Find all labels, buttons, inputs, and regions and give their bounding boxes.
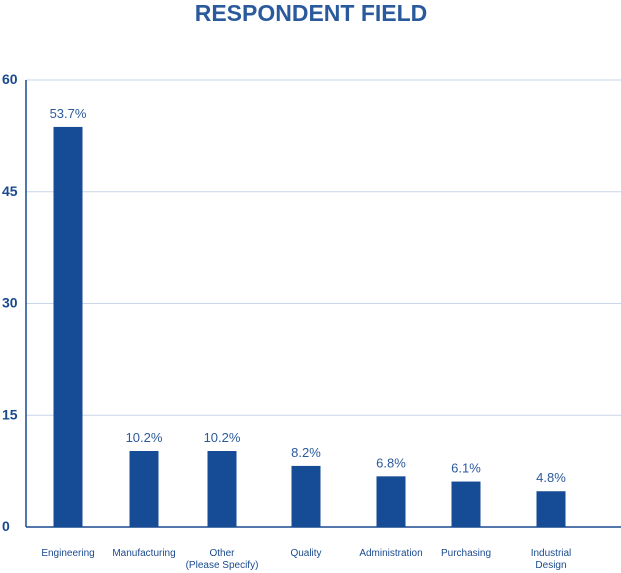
y-tick-label: 30 — [2, 295, 18, 311]
bar — [207, 451, 237, 527]
x-tick-label: Administration — [359, 548, 422, 559]
data-labels: 53.7% 10.2% 10.2% 8.2% 6.8% 6.1% 4.8% — [50, 106, 567, 485]
x-tick-label: Quality — [290, 548, 321, 559]
y-tick-label: 0 — [2, 518, 10, 534]
data-label: 4.8% — [536, 470, 566, 485]
y-tick-label: 45 — [2, 183, 18, 199]
x-tick-label: Industrial Design — [531, 548, 572, 571]
data-label: 6.8% — [376, 455, 406, 470]
y-tick-label: 15 — [2, 406, 18, 422]
bar — [53, 126, 83, 527]
x-axis-ticks: Engineering Manufacturing Other (Please Spe… — [41, 548, 571, 571]
y-axis-ticks: 0 15 30 45 60 — [2, 71, 18, 534]
bar — [451, 481, 481, 527]
bar — [376, 476, 406, 527]
data-label: 8.2% — [291, 445, 321, 460]
bar — [536, 491, 566, 527]
data-label: 10.2% — [126, 430, 163, 445]
bar — [129, 451, 159, 527]
bars — [53, 126, 566, 527]
y-tick-label: 60 — [2, 71, 18, 87]
bar — [291, 465, 321, 527]
x-tick-label: Engineering — [41, 548, 94, 559]
data-label: 53.7% — [50, 106, 87, 121]
x-tick-label: Manufacturing — [112, 548, 175, 559]
data-label: 6.1% — [451, 461, 481, 476]
chart-title: RESPONDENT FIELD — [195, 0, 428, 26]
data-label: 10.2% — [204, 430, 241, 445]
gridlines — [26, 79, 621, 416]
x-tick-label: Purchasing — [441, 548, 491, 559]
x-tick-label: Other (Please Specify) — [186, 548, 259, 571]
